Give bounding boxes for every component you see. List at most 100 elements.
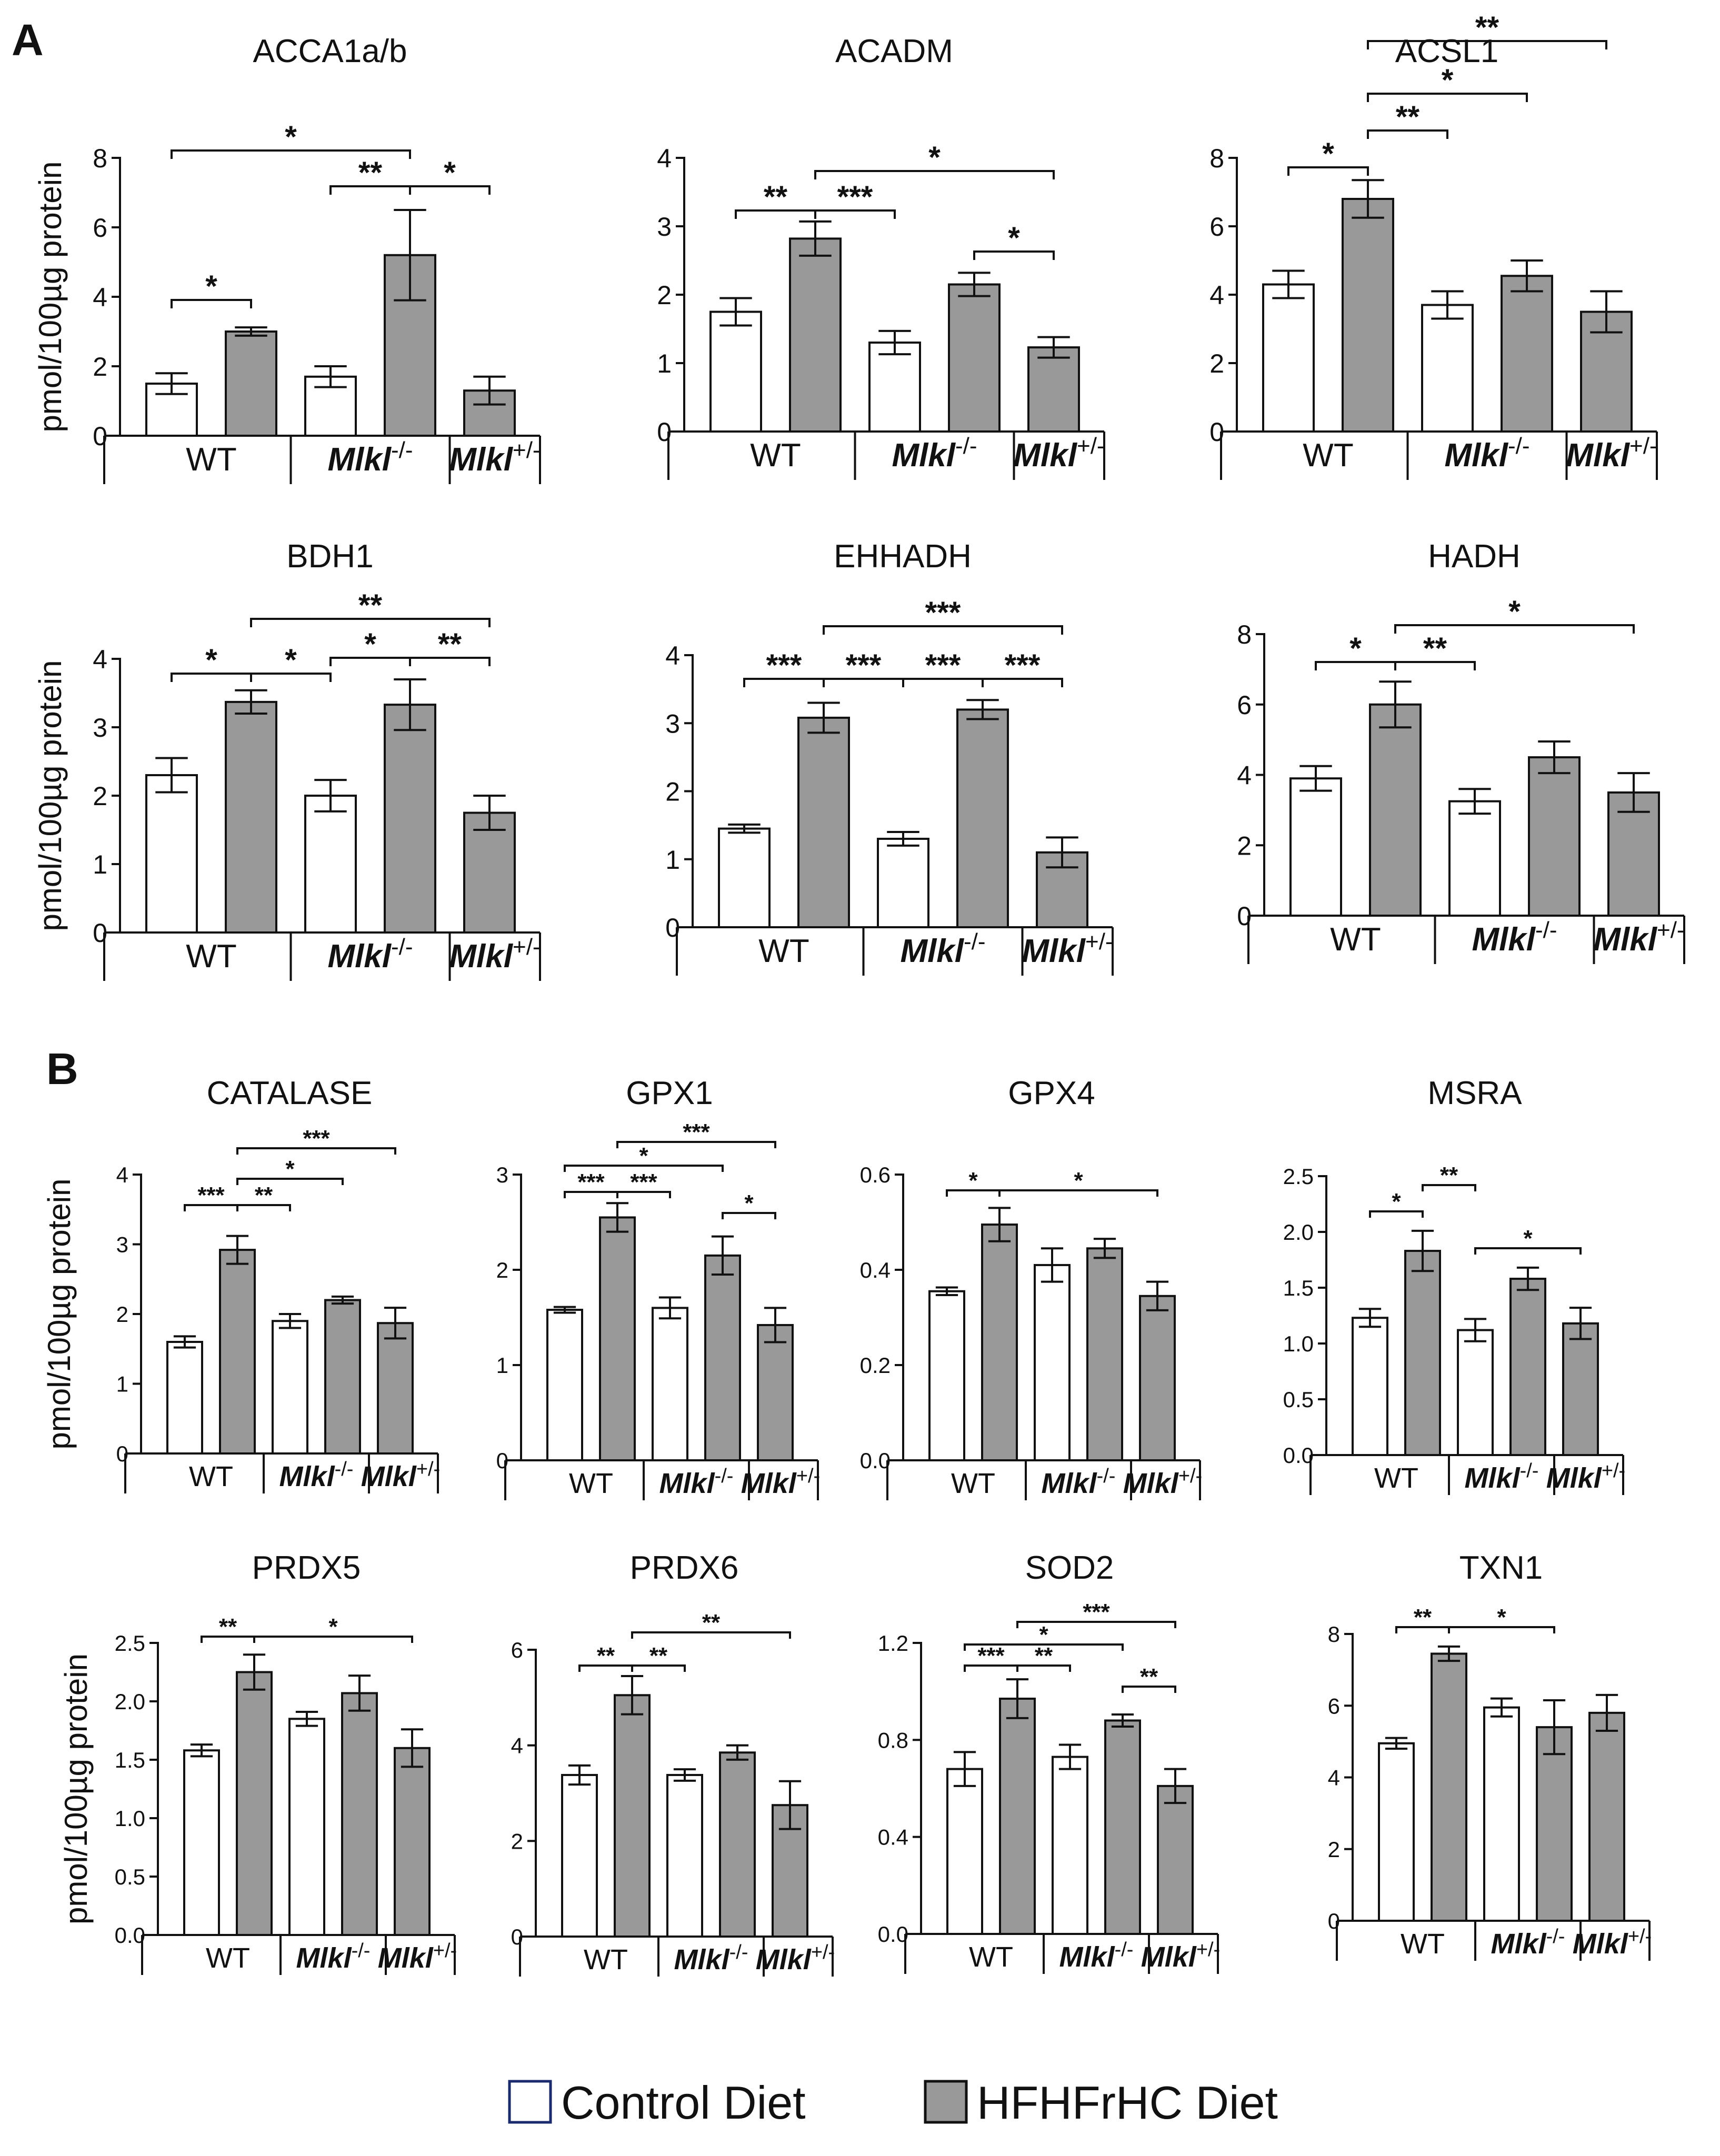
significance-bracket [616, 1191, 671, 1198]
significance-bracket [1448, 1626, 1555, 1633]
significance-label: * [1442, 63, 1454, 97]
y-tick-label: 2 [657, 280, 672, 310]
y-tick-label: 0.8 [878, 1728, 908, 1752]
x-group-label: WT [569, 1468, 613, 1499]
bar-hfhfrhc [599, 1216, 636, 1461]
significance-bracket [982, 678, 1063, 687]
y-tick-label: 4 [1328, 1766, 1340, 1790]
bar-control [928, 1290, 965, 1462]
significance-label: ** [438, 627, 462, 661]
significance-bracket [631, 1631, 791, 1639]
y-tick-label: 2.0 [115, 1689, 145, 1714]
y-tick-label: 3 [116, 1232, 128, 1257]
significance-bracket [1369, 1210, 1424, 1218]
bar-control [1052, 1756, 1088, 1935]
significance-label: ** [1423, 631, 1447, 666]
bar-control [561, 1773, 598, 1938]
x-group-label: Mlkl+/- [1022, 929, 1113, 969]
significance-label: ** [1475, 11, 1499, 45]
significance-label: *** [766, 648, 802, 683]
y-tick-label: 8 [1328, 1622, 1340, 1647]
y-tick-label: 1 [116, 1372, 128, 1397]
legend-control-label: Control Diet [561, 2077, 806, 2129]
bar-control [272, 1320, 308, 1455]
significance-label: * [1523, 1226, 1533, 1251]
x-group-label: Mlkl-/- [1042, 1465, 1116, 1499]
significance-label: * [1008, 221, 1020, 255]
panel-label-b: B [46, 1044, 78, 1094]
significance-label: *** [846, 648, 882, 683]
significance-label: * [285, 120, 297, 154]
significance-bracket [631, 1664, 686, 1672]
legend: Control Diet HFHFrHC Diet [508, 2077, 1278, 2129]
bar-hfhfrhc [1501, 275, 1553, 433]
bar-control [1483, 1706, 1520, 1922]
bar-hfhfrhc [757, 1323, 794, 1461]
significance-label: *** [977, 1643, 1005, 1669]
x-group-label: WT [1374, 1462, 1418, 1494]
significance-label: * [1508, 595, 1521, 629]
bar-hfhfrhc [219, 1249, 256, 1455]
y-axis-label: pmol/100µg protein [58, 1653, 94, 1924]
significance-label: * [205, 643, 217, 677]
x-group-label: Mlkl+/- [378, 1940, 457, 1974]
x-group-label: Mlkl-/- [892, 433, 977, 474]
significance-bracket [236, 1147, 396, 1155]
y-tick-label: 2 [496, 1258, 508, 1282]
x-group-label: Mlkl-/- [1444, 433, 1529, 474]
bar-hfhfrhc [1404, 1250, 1441, 1457]
y-tick-label: 1.0 [1283, 1331, 1314, 1356]
x-group-label: WT [750, 437, 801, 474]
significance-label: *** [1005, 648, 1041, 683]
x-group-label: Mlkl-/- [1465, 1460, 1539, 1494]
y-tick-label: 4 [511, 1733, 523, 1758]
significance-label: ** [255, 1182, 273, 1208]
bar-hfhfrhc [948, 283, 1001, 433]
x-group-label: Mlkl-/- [296, 1940, 371, 1974]
bar-hfhfrhc [719, 1751, 756, 1938]
bar-hfhfrhc [225, 700, 277, 934]
x-group-label: WT [969, 1941, 1013, 1973]
x-group-label: Mlkl+/- [756, 1941, 835, 1976]
y-tick-label: 0.0 [860, 1448, 891, 1473]
x-group-label: WT [1330, 921, 1381, 958]
significance-label: * [285, 643, 297, 677]
y-axis-label: pmol/100µg protein [33, 660, 68, 931]
significance-label: *** [925, 596, 961, 630]
significance-label: * [444, 156, 456, 190]
significance-label: * [968, 1168, 978, 1194]
significance-bracket [1016, 1664, 1071, 1672]
y-tick-label: 1 [496, 1353, 508, 1378]
x-group-label: Mlkl+/- [741, 1465, 820, 1499]
chart-title: MSRA [1427, 1075, 1522, 1111]
legend-hfhfrhc-label: HFHFrHC Diet [977, 2077, 1278, 2129]
significance-label: ** [1440, 1162, 1458, 1188]
x-group-label: Mlkl+/- [449, 934, 540, 975]
bar-hfhfrhc [341, 1692, 378, 1936]
chart-prdx5: PRDX5 0.0 0.5 1.0 1.5 2.0 2.5 WT Mlkl-/- Mlkl+/- p… [58, 1550, 457, 1975]
x-group-label: Mlkl+/- [1141, 1939, 1220, 1973]
significance-bracket [1367, 129, 1448, 139]
significance-bracket [814, 209, 896, 219]
significance-label: * [1392, 1189, 1401, 1215]
significance-label: * [1322, 137, 1334, 171]
bar-hfhfrhc [956, 708, 1009, 929]
chart-title: CATALASE [207, 1075, 373, 1111]
significance-bracket [973, 250, 1055, 260]
x-group-label: WT [186, 938, 236, 975]
bar-control [868, 342, 921, 433]
significance-label: *** [1083, 1599, 1110, 1625]
significance-bracket [823, 625, 1063, 635]
y-tick-label: 4 [93, 645, 107, 674]
significance-label: *** [303, 1126, 330, 1151]
bar-control [288, 1718, 325, 1937]
y-tick-label: 4 [665, 641, 680, 670]
bar-control [1448, 800, 1501, 917]
y-tick-label: 2 [93, 781, 107, 811]
significance-bracket [236, 1204, 291, 1211]
